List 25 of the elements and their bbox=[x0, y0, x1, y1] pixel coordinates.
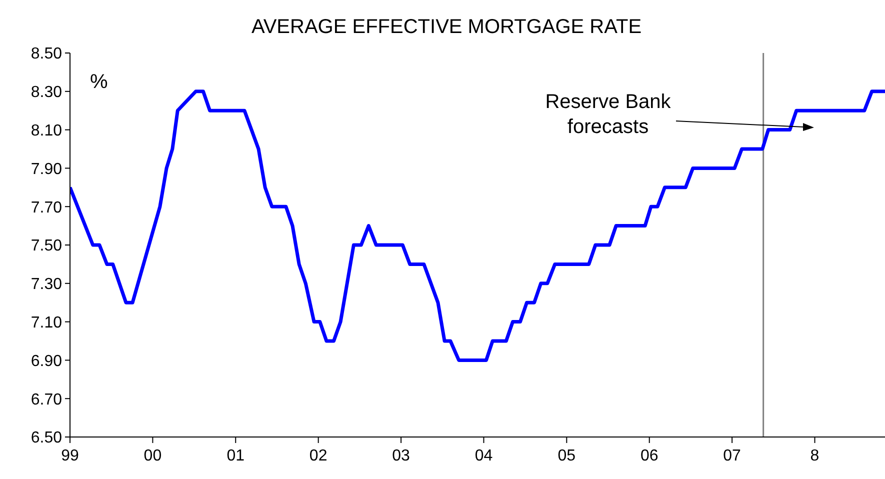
y-tick-label: 8.30 bbox=[30, 84, 62, 102]
line-series bbox=[70, 90, 885, 362]
y-tick-label: 6.50 bbox=[30, 430, 62, 447]
chart-title: AVERAGE EFFECTIVE MORTGAGE RATE bbox=[250, 16, 643, 39]
y-tick-label: 6.90 bbox=[30, 352, 62, 370]
y-tick-label: 7.50 bbox=[30, 238, 62, 255]
y-tick-label: 8.50 bbox=[30, 46, 62, 63]
y-tick-label: 7.10 bbox=[30, 314, 62, 332]
y-tick-label: 6.70 bbox=[30, 391, 62, 408]
x-tick-label: 01 bbox=[226, 447, 245, 464]
x-tick-label: 05 bbox=[558, 447, 576, 464]
x-tick-label: 06 bbox=[640, 447, 658, 464]
y-axis-title: % bbox=[90, 71, 108, 94]
y-tick-label: 7.90 bbox=[30, 160, 62, 178]
y-tick-label: 7.30 bbox=[30, 276, 62, 294]
x-tick-label: 00 bbox=[144, 447, 162, 464]
annotation: Reserve Bank forecasts bbox=[544, 90, 672, 140]
x-tick-label: 99 bbox=[61, 447, 79, 464]
y-tick-label: 7.70 bbox=[30, 199, 62, 216]
x-tick-label: 8 bbox=[810, 447, 820, 464]
x-tick-label: 02 bbox=[309, 447, 328, 464]
y-tick-label: 8.10 bbox=[30, 122, 62, 140]
x-tick-label: 03 bbox=[392, 447, 410, 464]
x-tick-label: 07 bbox=[723, 447, 742, 464]
x-tick-label: 04 bbox=[474, 447, 493, 464]
